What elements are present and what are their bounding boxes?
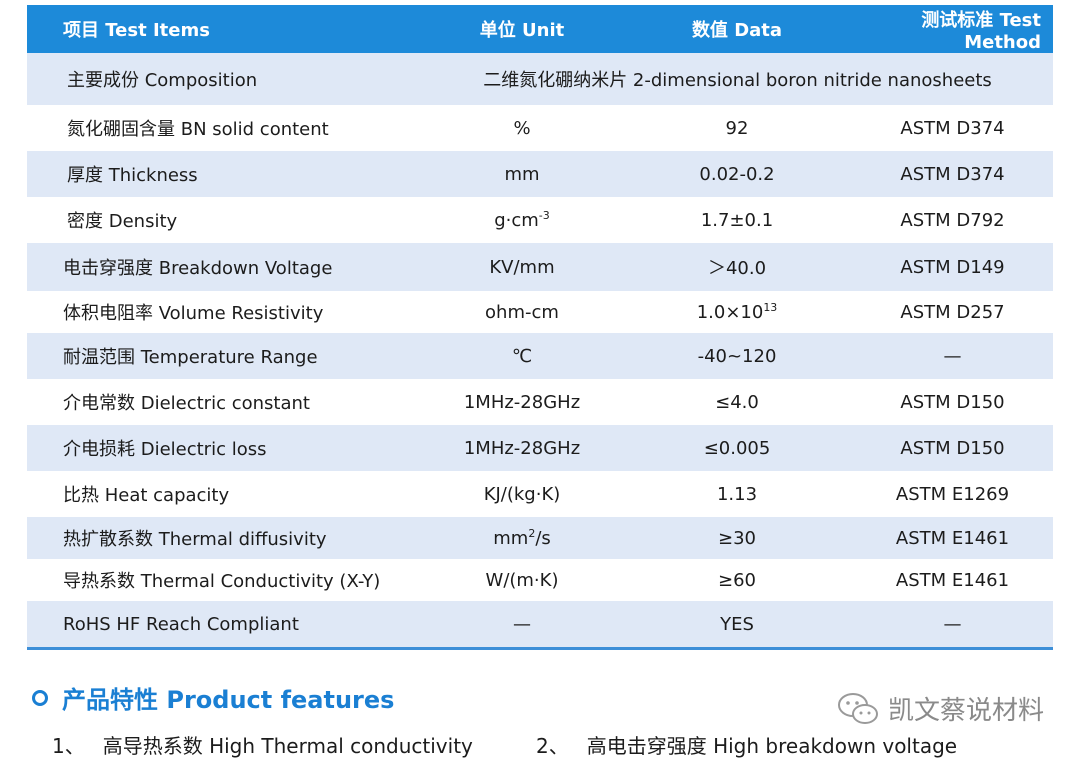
cell-item: 体积电阻率 Volume Resistivity (63, 303, 324, 324)
feature-item: 1、 高导热系数 High Thermal conductivity (52, 730, 473, 759)
table-row: RoHS HF Reach Compliant — YES — (27, 601, 1053, 647)
cell-method: — (943, 613, 962, 635)
cell-method: ASTM E1461 (895, 527, 1010, 549)
cell-unit: KV/mm (489, 256, 555, 278)
cell-unit: mm (504, 163, 540, 185)
table-row: 氮化硼固含量 BN solid content% 92 ASTM D374 (27, 105, 1053, 151)
cell-item: 密度 Density (67, 211, 178, 232)
circle-bullet-icon (32, 689, 48, 706)
data-superscript: 13 (763, 300, 778, 314)
cell-method: ASTM D150 (900, 391, 1005, 413)
header-method: 测试标准 Test Method (921, 9, 1041, 53)
cell-unit: mm2/s (422, 528, 622, 549)
table-row: 介电损耗 Dielectric loss 1MHz-28GHz ≤0.005 ASTM… (27, 425, 1053, 471)
cell-unit: ohm-cm (485, 301, 559, 323)
table-row: 密度 Density g·cm-3 1.7±0.1 ASTM D792 (27, 197, 1053, 243)
table-row: 介电常数 Dielectric constant 1MHz-28GHz ≤4.0 AS… (27, 379, 1053, 425)
composition-value: 二维氮化硼纳米片 2-dimensional boron nitride nan… (483, 70, 992, 91)
cell-data: 0.02-0.2 (699, 163, 775, 185)
cell-item: 比热 Heat capacity (63, 485, 230, 506)
cell-item: RoHS HF Reach Compliant (63, 613, 299, 635)
unit-base: g·cm (494, 209, 539, 231)
table-row: 热扩散系数 Thermal diffusivity mm2/s ≥30 ASTM E1… (27, 517, 1053, 559)
feature-text: 高电击穿强度 High breakdown voltage (586, 734, 958, 758)
cell-data: ＞40.0 (707, 258, 767, 279)
feature-text: 高导热系数 High Thermal conductivity (102, 734, 473, 758)
cell-data: ≤0.005 (703, 437, 771, 459)
table-header: 项目 Test Items 单位 Unit 数值 Data 测试标准 Test … (27, 5, 1053, 53)
table-row: 电击穿强度 Breakdown Voltage KV/mm ＞40.0 ASTM D1… (27, 243, 1053, 291)
unit-superscript: 2 (528, 526, 536, 540)
cell-unit: — (513, 613, 531, 635)
table-row: 导热系数 Thermal Conductivity (X-Y) W/(m·K) ≥6… (27, 559, 1053, 601)
watermark-text: 凯文蔡说材料 (888, 696, 1045, 726)
cell-method: — (943, 345, 962, 367)
features-title: 产品特性 Product features (62, 686, 395, 714)
table-row: 厚度 Thickness mm 0.02-0.2 ASTM D374 (27, 151, 1053, 197)
cell-method: ASTM E1269 (895, 483, 1010, 505)
wechat-icon (838, 692, 878, 724)
header-unit: 单位 Unit (479, 20, 565, 41)
composition-label: 主要成份 Composition (67, 70, 258, 91)
cell-unit: KJ/(kg·K) (483, 483, 561, 505)
unit-tail: /s (535, 527, 551, 549)
cell-method: ASTM D792 (900, 209, 1005, 231)
cell-data: 1.0×1013 (622, 302, 852, 323)
cell-item: 导热系数 Thermal Conductivity (X-Y) (63, 571, 381, 592)
cell-method: ASTM D149 (900, 256, 1005, 278)
cell-data: ≥60 (718, 569, 756, 591)
feature-number: 1、 (52, 734, 85, 758)
cell-item: 电击穿强度 Breakdown Voltage (63, 258, 333, 279)
composition-row: 主要成份 Composition 二维氮化硼纳米片 2-dimensional … (27, 53, 1053, 105)
cell-item: 氮化硼固含量 BN solid content (67, 119, 329, 140)
cell-data: ≤4.0 (715, 391, 759, 413)
unit-base: mm (493, 527, 529, 549)
cell-unit: g·cm-3 (422, 210, 622, 231)
cell-method: ASTM E1461 (895, 569, 1010, 591)
cell-unit: 1MHz-28GHz (463, 391, 581, 413)
cell-data: ≥30 (718, 527, 756, 549)
cell-item: 热扩散系数 Thermal diffusivity (63, 529, 327, 550)
cell-data: YES (720, 613, 754, 635)
table-bottom-rule (27, 647, 1053, 650)
cell-method: ASTM D374 (900, 163, 1005, 185)
unit-superscript: -3 (538, 208, 550, 222)
watermark: 凯文蔡说材料 (836, 690, 1044, 727)
cell-unit: % (513, 117, 531, 139)
table-row: 比热 Heat capacity KJ/(kg·K) 1.13 ASTM E1269 (27, 471, 1053, 517)
cell-unit: 1MHz-28GHz (463, 437, 581, 459)
cell-method: ASTM D257 (900, 301, 1005, 323)
cell-data: -40~120 (697, 345, 777, 367)
cell-method: ASTM D374 (900, 117, 1005, 139)
table-row: 体积电阻率 Volume Resistivity ohm-cm 1.0×1013 AS… (27, 291, 1053, 333)
feature-number: 2、 (536, 734, 569, 758)
feature-item: 2、 高电击穿强度 High breakdown voltage (536, 730, 957, 759)
cell-data: 1.13 (716, 483, 758, 505)
cell-item: 厚度 Thickness (67, 165, 198, 186)
spec-table: 项目 Test Items 单位 Unit 数值 Data 测试标准 Test … (27, 5, 1053, 650)
cell-data: 92 (725, 117, 749, 139)
cell-data: 1.7±0.1 (700, 209, 774, 231)
cell-item: 介电损耗 Dielectric loss (63, 439, 267, 460)
cell-method: ASTM D150 (900, 437, 1005, 459)
cell-unit: ℃ (511, 345, 533, 367)
features-heading: 产品特性 Product features (32, 680, 394, 715)
table-row: 耐温范围 Temperature Range ℃ -40~120 — (27, 333, 1053, 379)
header-data: 数值 Data (691, 20, 783, 41)
cell-item: 耐温范围 Temperature Range (63, 347, 318, 368)
cell-unit: W/(m·K) (485, 569, 559, 591)
cell-item: 介电常数 Dielectric constant (63, 393, 310, 414)
data-base: 1.0×10 (696, 301, 764, 323)
header-items: 项目 Test Items (63, 20, 210, 41)
